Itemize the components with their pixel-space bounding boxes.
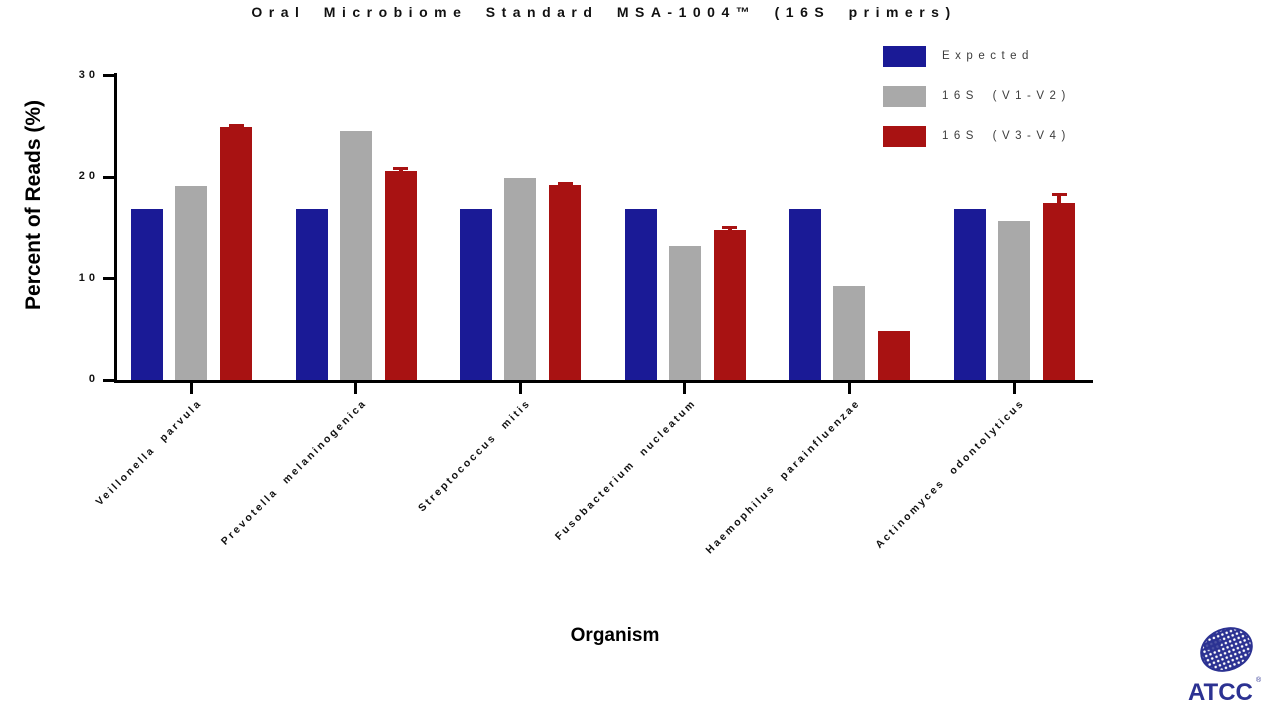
bar-16s-v1-v2 [668, 246, 701, 380]
legend-swatch [883, 46, 926, 67]
bar-16s-v3-v4 [713, 229, 746, 380]
bar-16s-v1-v2 [339, 131, 372, 380]
bar-expected [624, 208, 657, 380]
legend-row: 16S (V1-V2) [883, 86, 1103, 108]
atcc-logo: ATCC ® [1180, 618, 1264, 707]
y-tick-label: 0 [88, 373, 99, 385]
x-category-label: Streptococcus mitis [416, 397, 534, 515]
chart-title: Oral Microbiome Standard MSA-1004™ (16S … [251, 4, 957, 20]
error-bar-cap [1051, 193, 1067, 197]
legend-label: 16S (V1-V2) [942, 90, 1071, 102]
atcc-logo-text: ATCC [1188, 679, 1253, 706]
y-tick-label: 10 [78, 271, 99, 284]
x-axis-tick [189, 383, 193, 394]
bar-expected [789, 208, 822, 380]
bar-16s-v3-v4 [220, 127, 252, 380]
bar-16s-v3-v4 [878, 331, 911, 380]
legend-swatch [883, 126, 926, 147]
x-axis-line [114, 380, 1093, 383]
x-axis-tick [683, 383, 687, 394]
y-axis-tick [103, 175, 115, 179]
legend-label: Expected [942, 50, 1034, 62]
x-category-label: Prevotella melaninogenica [218, 397, 370, 548]
bar-16s-v3-v4 [549, 185, 582, 380]
x-axis-tick [518, 383, 522, 394]
y-axis-tick [103, 378, 115, 382]
y-axis-line [114, 73, 117, 383]
legend: Expected 16S (V1-V2) 16S (V3-V4) [883, 46, 1103, 176]
y-tick-label: 20 [78, 170, 99, 183]
legend-swatch [883, 86, 926, 107]
x-category-label: Actinomyces odontolyticus [873, 397, 1028, 551]
bar-expected [295, 208, 328, 380]
x-axis-tick [1012, 383, 1016, 394]
bar-expected [954, 208, 986, 380]
bar-16s-v3-v4 [384, 170, 417, 380]
y-tick-label: 30 [78, 68, 99, 81]
error-bar-cap [557, 182, 573, 186]
bar-16s-v1-v2 [175, 186, 207, 380]
bar-16s-v1-v2 [998, 220, 1030, 380]
atcc-globe-icon: ATCC ® [1188, 627, 1262, 706]
x-axis-title: Organism [570, 625, 660, 646]
bar-16s-v1-v2 [833, 285, 866, 380]
legend-label: 16S (V3-V4) [942, 130, 1071, 142]
error-bar-stem [1057, 193, 1061, 204]
legend-row: Expected [883, 46, 1103, 68]
x-category-label: Haemophilus parainfluenzae [703, 397, 863, 557]
bar-16s-v3-v4 [1043, 203, 1075, 380]
x-category-label: Fusobacterium nucleatum [552, 397, 699, 543]
y-axis-tick [103, 277, 115, 281]
x-category-label: Veillonella parvula [93, 397, 205, 509]
bar-expected [460, 208, 493, 380]
error-bar-cap [228, 124, 244, 128]
atcc-registered-mark: ® [1256, 676, 1262, 684]
bar-expected [131, 208, 163, 380]
x-axis-tick [354, 383, 358, 394]
x-axis-tick [847, 383, 851, 394]
bar-16s-v1-v2 [504, 178, 537, 380]
error-bar-cap [393, 167, 409, 171]
y-axis-tick [103, 74, 115, 78]
error-bar-cap [722, 226, 738, 230]
legend-row: 16S (V3-V4) [883, 126, 1103, 148]
